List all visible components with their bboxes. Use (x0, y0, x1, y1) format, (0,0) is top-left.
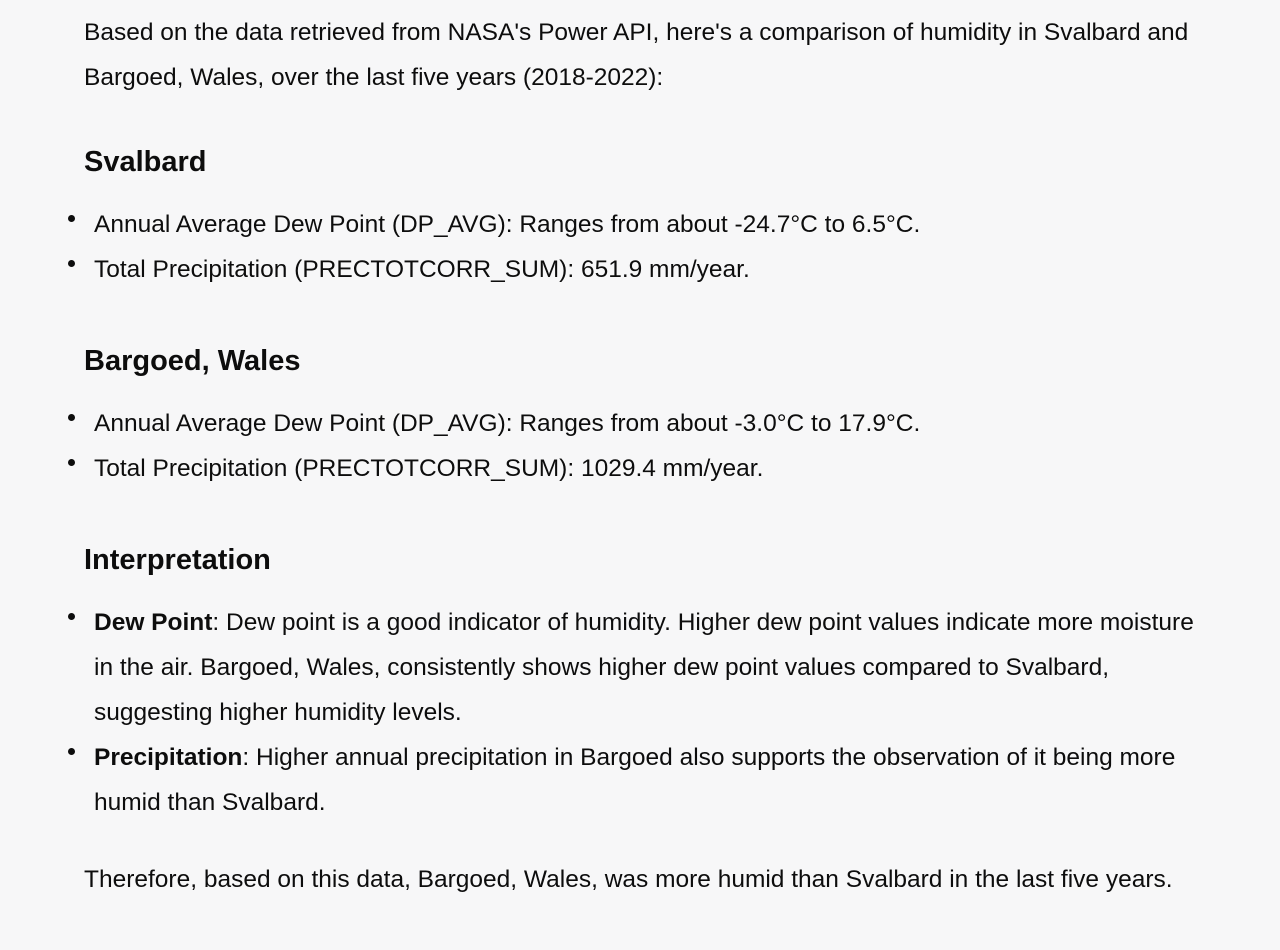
svalbard-heading: Svalbard (84, 146, 207, 178)
interpretation-list: Dew Point: Dew point is a good indicator… (68, 600, 1194, 825)
bullet-icon (68, 613, 75, 620)
list-item: Total Precipitation (PRECTOTCORR_SUM): 6… (68, 247, 1194, 292)
bargoed-heading: Bargoed, Wales (84, 345, 301, 377)
list-item-text: Annual Average Dew Point (DP_AVG): Range… (94, 211, 921, 238)
bullet-icon (68, 459, 75, 466)
intro-paragraph: Based on the data retrieved from NASA's … (84, 19, 1189, 91)
term-label: Precipitation (94, 744, 243, 771)
list-item-text: Total Precipitation (PRECTOTCORR_SUM): 6… (94, 256, 750, 283)
svalbard-list: Annual Average Dew Point (DP_AVG): Range… (68, 202, 1194, 292)
list-item: Dew Point: Dew point is a good indicator… (68, 600, 1194, 735)
conclusion-paragraph: Therefore, based on this data, Bargoed, … (84, 866, 1173, 893)
bullet-icon (68, 414, 75, 421)
list-item-text: : Dew point is a good indicator of humid… (94, 609, 1194, 726)
list-item-text: Total Precipitation (PRECTOTCORR_SUM): 1… (94, 455, 764, 482)
bargoed-list: Annual Average Dew Point (DP_AVG): Range… (68, 401, 1194, 491)
bullet-icon (68, 748, 75, 755)
list-item-text: Annual Average Dew Point (DP_AVG): Range… (94, 410, 921, 437)
interpretation-heading: Interpretation (84, 544, 271, 576)
list-item: Annual Average Dew Point (DP_AVG): Range… (68, 401, 1194, 446)
list-item-text: : Higher annual precipitation in Bargoed… (94, 744, 1176, 816)
bullet-icon (68, 260, 75, 267)
bullet-icon (68, 215, 75, 222)
list-item: Annual Average Dew Point (DP_AVG): Range… (68, 202, 1194, 247)
term-label: Dew Point (94, 609, 213, 636)
list-item: Total Precipitation (PRECTOTCORR_SUM): 1… (68, 446, 1194, 491)
list-item: Precipitation: Higher annual precipitati… (68, 735, 1194, 825)
assistant-message: Based on the data retrieved from NASA's … (68, 10, 1194, 902)
